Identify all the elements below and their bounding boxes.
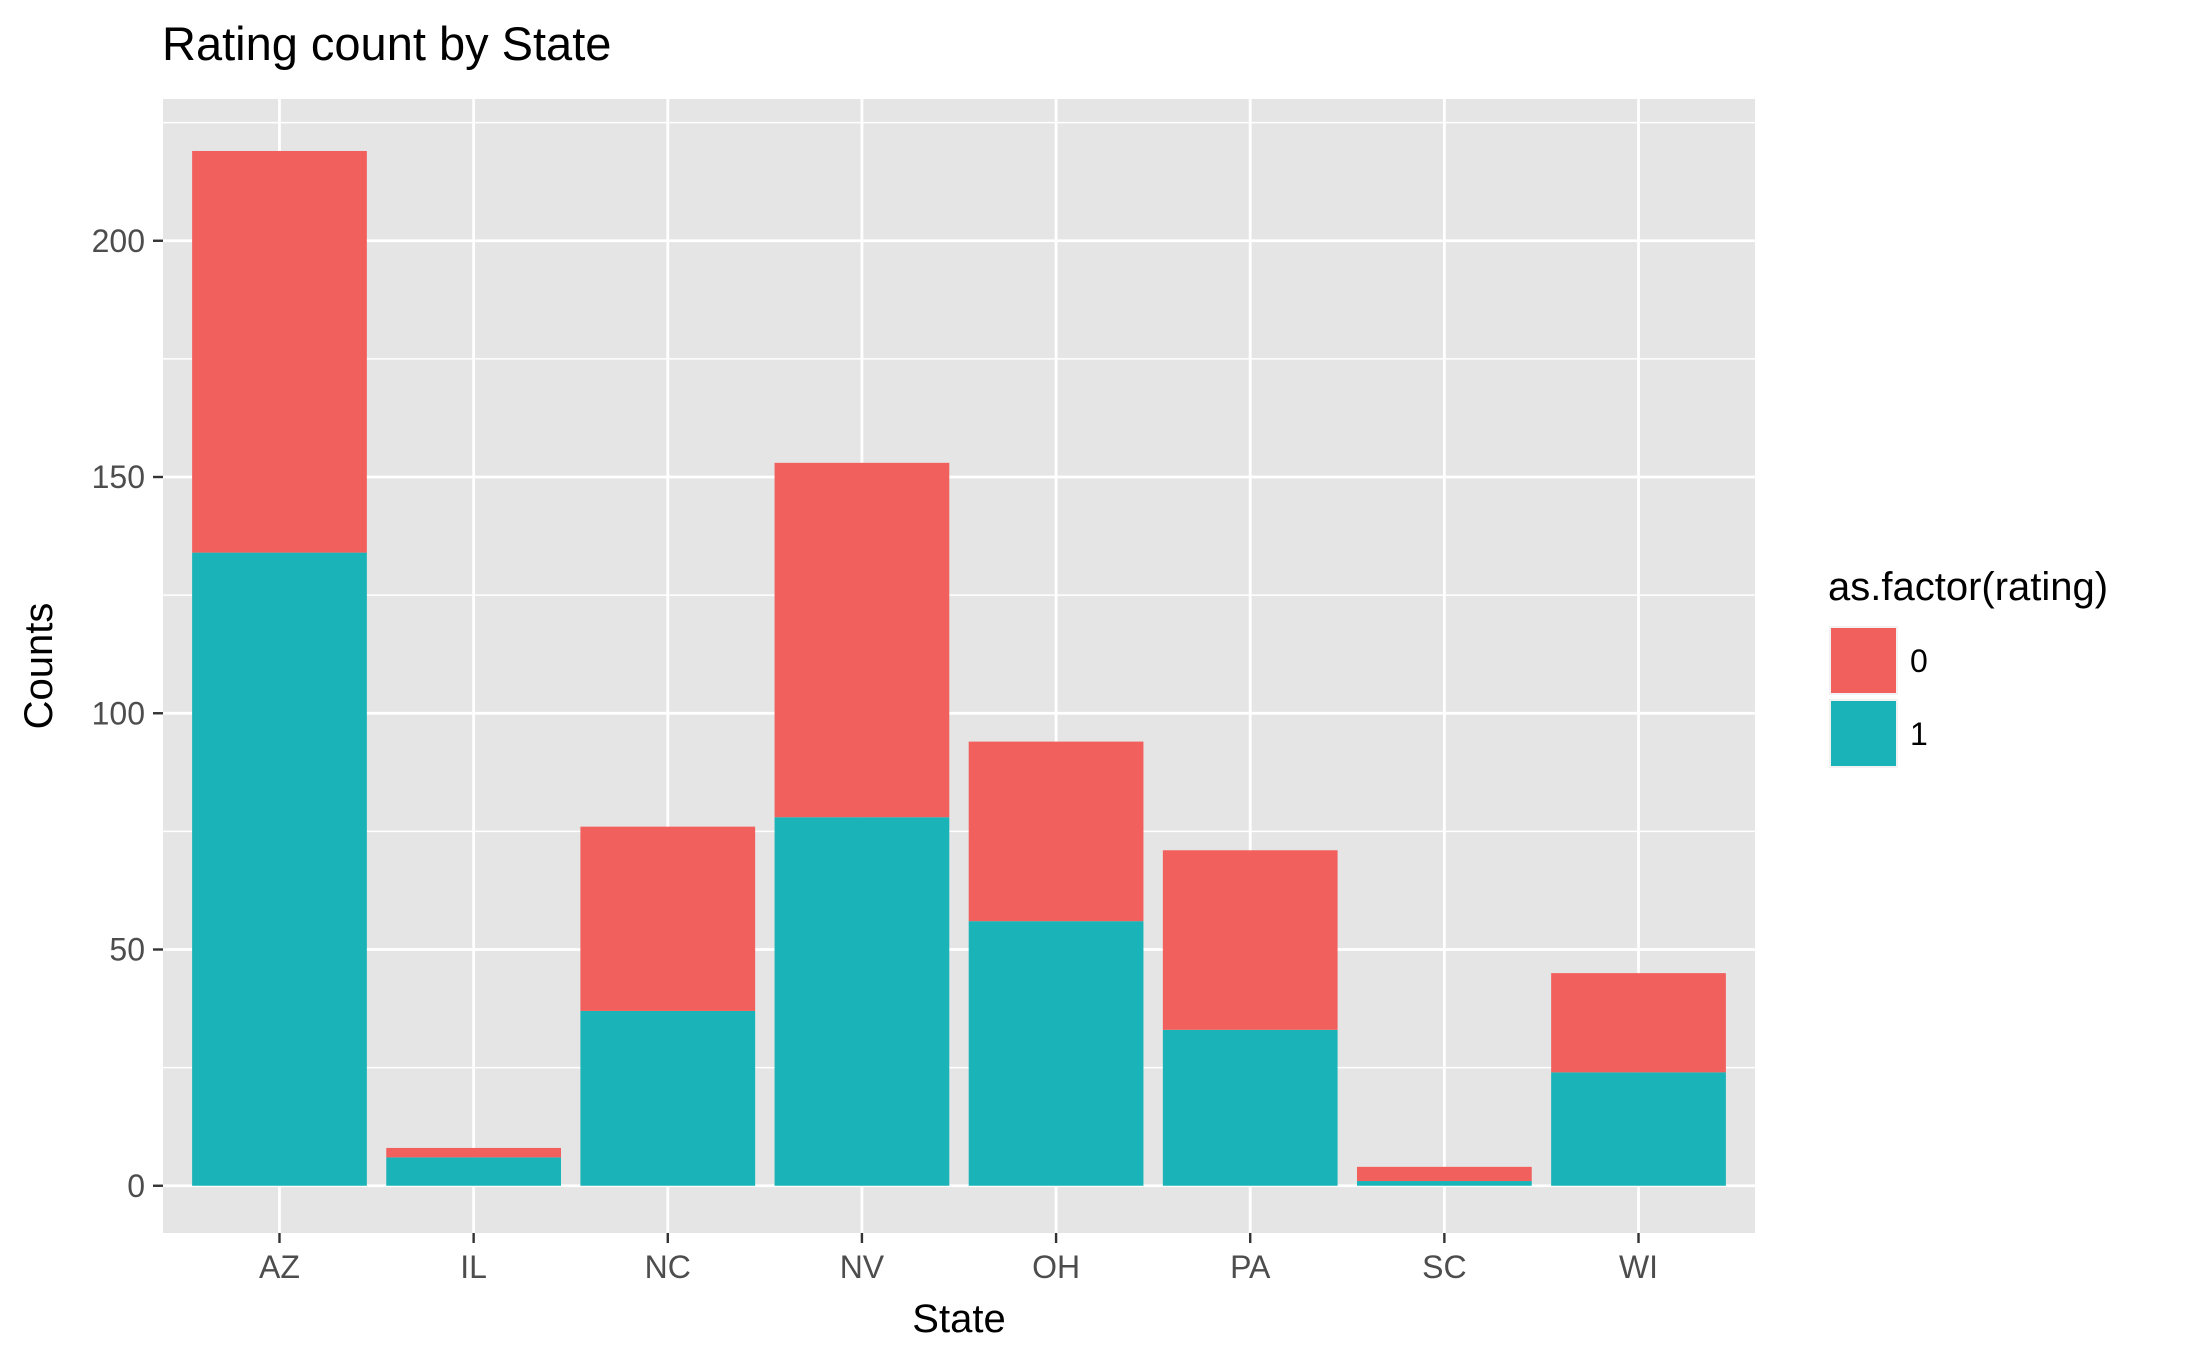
x-tick-label: WI <box>1619 1249 1658 1285</box>
bar-IL-rating-1 <box>386 1157 561 1186</box>
y-tick-label: 100 <box>92 695 145 731</box>
bar-SC-rating-0 <box>1357 1166 1532 1182</box>
bar-PA-rating-1 <box>1162 1029 1338 1186</box>
y-tick-label: 50 <box>109 932 145 968</box>
legend-label: 1 <box>1910 716 1928 752</box>
bar-IL-rating-0 <box>386 1147 561 1158</box>
legend-key-swatch <box>1831 701 1896 766</box>
bar-PA-rating-0 <box>1162 850 1338 1030</box>
x-tick-label: NV <box>840 1249 885 1285</box>
bar-AZ-rating-1 <box>192 552 367 1186</box>
legend-title: as.factor(rating) <box>1828 565 2108 609</box>
bar-OH-rating-0 <box>968 741 1144 922</box>
legend-key-swatch <box>1831 628 1896 693</box>
minor-gridlines <box>163 121 1755 1069</box>
plot-panel <box>163 99 1755 1233</box>
chart-title: Rating count by State <box>162 17 611 70</box>
bar-WI-rating-1 <box>1551 1072 1726 1186</box>
x-tick-label: NC <box>645 1249 691 1285</box>
bar-AZ-rating-0 <box>192 150 367 553</box>
x-tick-label: AZ <box>259 1249 300 1285</box>
bar-NC-rating-1 <box>580 1010 756 1186</box>
x-axis-title: State <box>912 1297 1005 1341</box>
y-tick-label: 200 <box>92 223 145 259</box>
x-tick-label: OH <box>1032 1249 1080 1285</box>
x-tick-label: IL <box>460 1249 487 1285</box>
y-tick-label: 0 <box>127 1168 145 1204</box>
bar-OH-rating-1 <box>968 921 1144 1186</box>
y-axis: 0 50 100 150 200 <box>92 223 163 1204</box>
bar-NV-rating-1 <box>774 817 950 1186</box>
bar-NV-rating-0 <box>774 462 950 818</box>
bar-WI-rating-0 <box>1551 973 1726 1073</box>
legend-label: 0 <box>1910 643 1928 679</box>
y-tick-label: 150 <box>92 459 145 495</box>
legend: as.factor(rating) 01 <box>1828 565 2108 768</box>
bar-SC-rating-1 <box>1357 1181 1532 1186</box>
y-axis-title: Counts <box>17 603 61 730</box>
bars <box>192 150 1726 1186</box>
legend-keys: 01 <box>1829 626 1928 768</box>
bar-NC-rating-0 <box>580 826 756 1011</box>
x-tick-label: SC <box>1422 1249 1466 1285</box>
x-tick-label: PA <box>1230 1249 1271 1285</box>
x-axis: AZ IL NC NV OH PA SC WI <box>259 1233 1658 1285</box>
